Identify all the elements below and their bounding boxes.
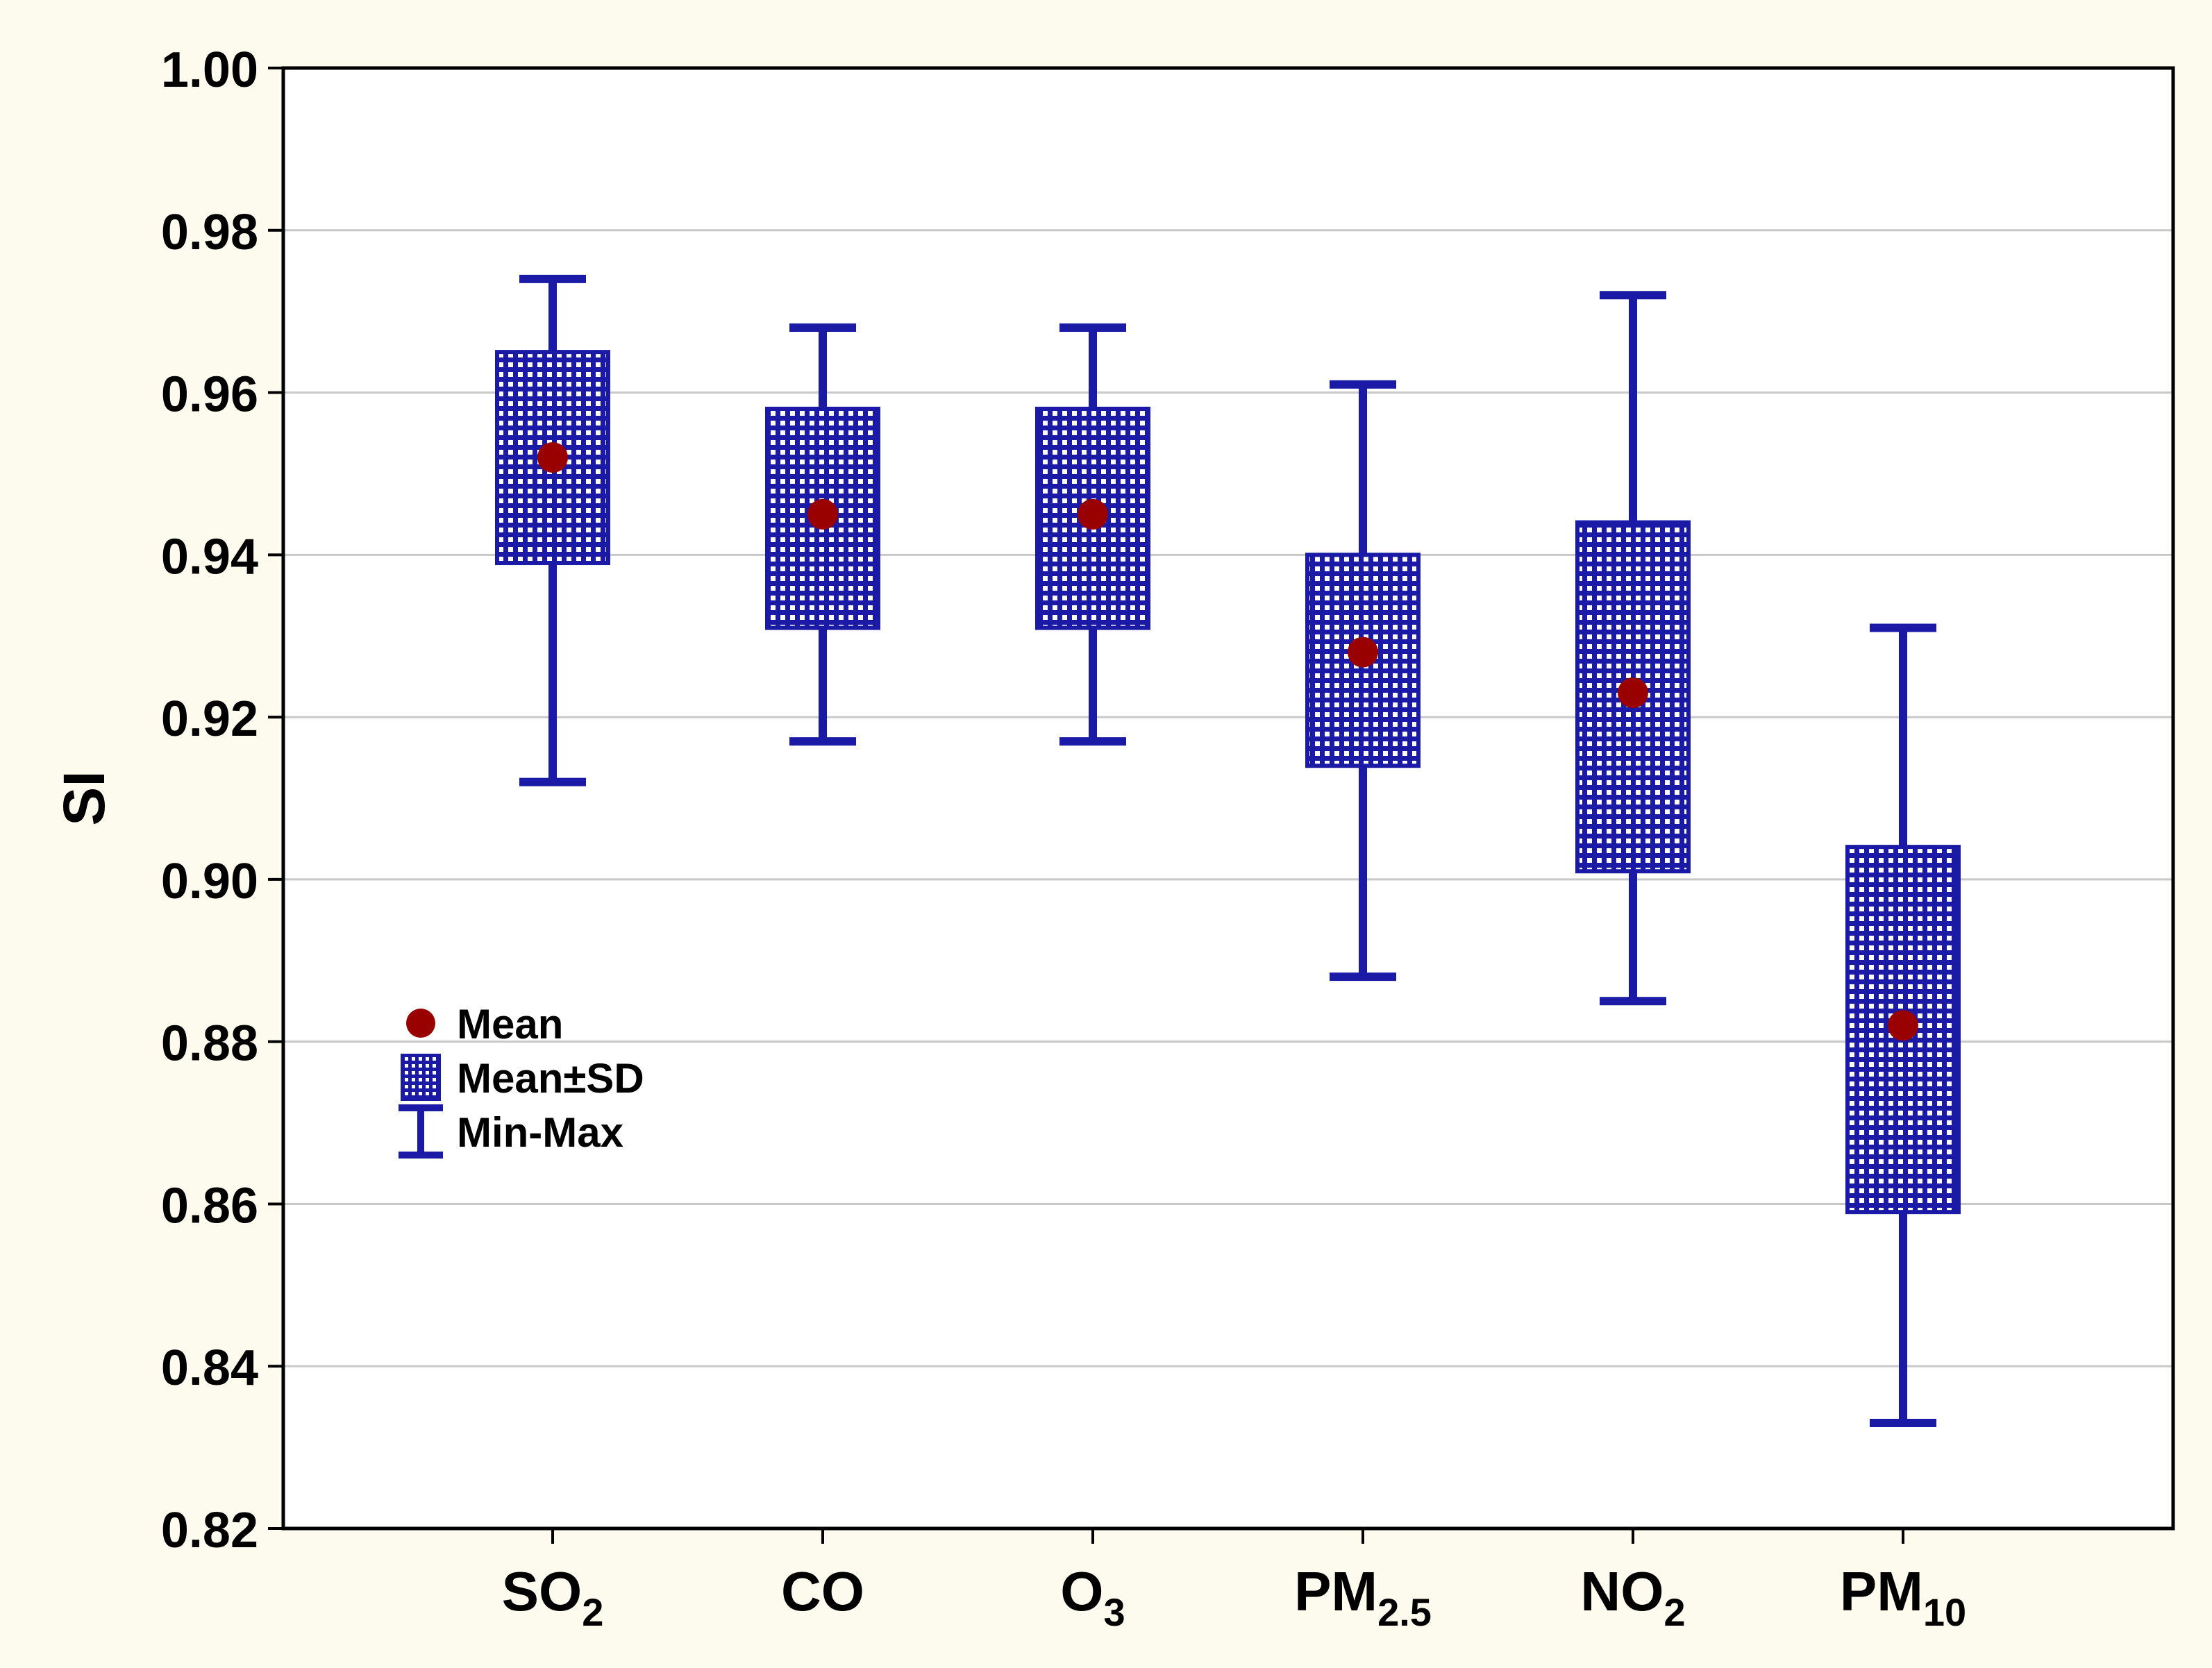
plot-area [283,68,2173,1528]
y-tick-label: 0.86 [161,1178,258,1233]
x-tick-label: PM2.5 [1294,1560,1432,1634]
x-tick-label: SO2 [502,1560,604,1634]
mean-marker [1618,677,1648,709]
legend-label: Mean [457,1001,563,1047]
legend-sd-icon [401,1054,441,1101]
series-layer [495,274,1961,1428]
mean-marker [1078,498,1108,530]
mean-marker [537,442,568,473]
y-axis-label: SI [51,770,117,825]
y-tick-label: 0.94 [161,529,258,584]
x-tick-label: CO [781,1560,864,1622]
y-tick-label: 0.90 [161,854,258,909]
box-group [1035,323,1150,746]
x-tick-label: O3 [1060,1560,1125,1634]
legend-mean-icon [406,1009,435,1038]
box-group [765,323,880,746]
box-group [495,274,610,786]
legend-item: Min-Max [399,1104,623,1159]
y-tick-label: 0.96 [161,367,258,423]
y-tick-label: 0.82 [161,1503,258,1558]
box-group [1575,291,1691,1006]
y-tick-label: 0.98 [161,205,258,260]
mean-marker [1348,637,1378,668]
legend-item: Mean±SD [401,1054,644,1102]
legend: Mean Mean±SD Min-Max [399,1001,644,1159]
legend-label: Mean±SD [457,1055,644,1102]
x-tick-label: PM10 [1840,1560,1966,1634]
box-group [1845,623,1961,1428]
y-tick-label: 0.92 [161,691,258,747]
mean-marker [1888,1010,1918,1041]
y-tick-label: 0.88 [161,1016,258,1072]
legend-label: Min-Max [457,1109,623,1156]
axes: 0.82 0.84 0.86 0.88 0.90 0.92 0.94 0.96 0.98 1.00… [161,42,2175,1634]
y-tick-label: 0.84 [161,1340,258,1396]
legend-item: Mean [406,1001,563,1047]
plot-frame [281,66,2175,1531]
box-group [1305,380,1421,982]
x-tick-label: NO2 [1580,1560,1685,1634]
sd-box [495,350,610,566]
y-tick-label: 1.00 [161,42,258,98]
mean-marker [807,498,838,530]
